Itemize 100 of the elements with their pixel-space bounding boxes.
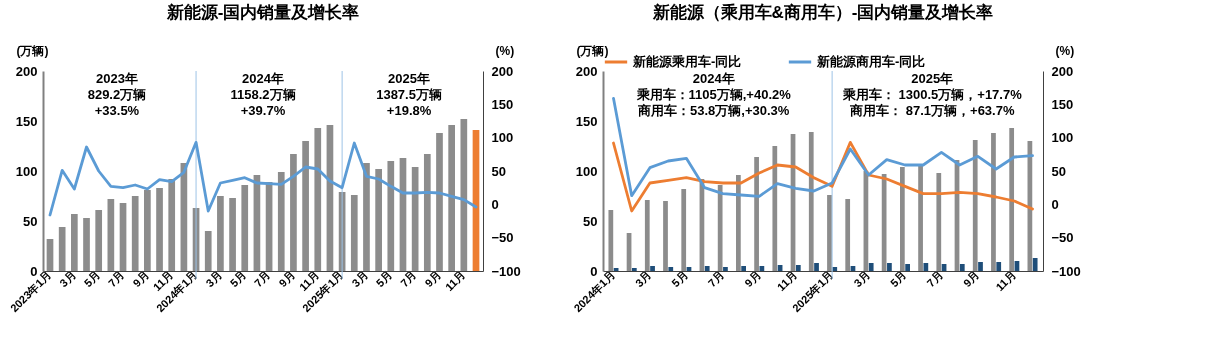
annotation: +39.7% [240, 103, 286, 118]
x-tick-label: 7月 [924, 268, 945, 290]
annotation: +33.5% [94, 103, 140, 118]
y-tick-label: 100 [575, 163, 598, 179]
y2-tick-label: 200 [1051, 63, 1074, 79]
y2-tick-label: 150 [1051, 96, 1074, 112]
bar [650, 266, 655, 271]
line-series [612, 140, 1034, 213]
y-tick-label: 200 [575, 63, 598, 79]
bar [808, 132, 814, 271]
x-tick-label: 9月 [960, 268, 982, 290]
bar [387, 161, 395, 271]
bar [217, 196, 224, 271]
bar [991, 133, 996, 271]
x-tick-label: 5月 [887, 268, 909, 290]
y2-tick-label: 100 [1051, 130, 1074, 146]
x-tick-label: 11月 [774, 268, 800, 294]
x-tick-label: 3月 [632, 268, 654, 290]
bar [131, 196, 139, 271]
x-tick-label: 7月 [705, 268, 727, 290]
bar [290, 154, 297, 271]
bar [375, 169, 382, 271]
legend-label: 新能源商用车-同比 [816, 54, 926, 69]
bar [119, 203, 127, 271]
x-tick-label: 3月 [203, 268, 224, 290]
y2-tick-label: 200 [491, 63, 514, 79]
x-tick-label: 7月 [105, 268, 127, 290]
x-tick-label: 5月 [669, 268, 690, 290]
y2-axis-title: (%) [495, 43, 515, 58]
bar [168, 179, 176, 271]
annotation: 2023年 [95, 71, 138, 86]
bar [959, 264, 965, 271]
y2-tick-label: 150 [491, 96, 514, 112]
bar [95, 210, 103, 271]
bar [923, 263, 929, 271]
x-tick-label: 9月 [742, 268, 763, 290]
bar [845, 199, 851, 271]
bar [663, 201, 668, 271]
bar [899, 167, 905, 271]
bar [668, 267, 674, 271]
chart-title: 新能源-国内销量及增长率 [165, 3, 360, 22]
annotation: 829.2万辆 [87, 87, 147, 102]
bar [881, 174, 887, 271]
y2-axis-title: (%) [1055, 43, 1075, 58]
y2-tick-label: 100 [491, 130, 514, 146]
bar [1032, 258, 1038, 271]
x-tick-label: 5月 [373, 268, 395, 290]
y2-tick-label: 50 [491, 163, 506, 179]
x-tick-label: 7月 [252, 268, 273, 290]
annotation: 乘用车： 1300.5万辆，+17.7% [841, 87, 1023, 102]
bar [978, 262, 983, 271]
bar [229, 198, 236, 271]
bar [704, 266, 710, 271]
bar [723, 267, 728, 271]
x-tick-label: 11月 [993, 268, 1018, 294]
annotation: 2025年 [911, 71, 954, 86]
annotation: 商用车：53.8万辆,+30.3% [637, 103, 790, 118]
bar [70, 214, 78, 271]
bar [868, 263, 874, 271]
y-tick-label: 0 [30, 263, 38, 279]
y2-tick-label: 50 [1051, 163, 1066, 179]
annotation: 2024年 [692, 71, 735, 86]
bar [448, 125, 456, 271]
y2-tick-label: −100 [1051, 263, 1081, 279]
x-tick-label: 7月 [398, 268, 419, 290]
bar [144, 190, 151, 271]
x-tick-label: 9月 [130, 268, 151, 290]
x-tick-label: 5月 [227, 268, 249, 290]
bar [905, 264, 910, 271]
bar [350, 195, 358, 271]
y-axis-title: (万辆) [576, 43, 609, 58]
bar [918, 166, 923, 271]
y-tick-label: 150 [575, 113, 598, 129]
annotation: 2025年 [388, 71, 431, 86]
x-tick-label: 11月 [442, 268, 468, 294]
y2-tick-label: 0 [491, 196, 499, 212]
x-tick-label: 9月 [422, 268, 444, 290]
bar [736, 175, 741, 271]
annotation: 1158.2万辆 [230, 87, 296, 102]
bar [1009, 128, 1015, 271]
y2-tick-label: 0 [1051, 196, 1059, 212]
x-tick-label: 3月 [851, 268, 873, 290]
x-tick-label: 5月 [81, 268, 103, 290]
y-tick-label: 0 [590, 263, 598, 279]
x-tick-label: 3月 [57, 268, 78, 290]
bar [423, 154, 431, 271]
y2-tick-label: −50 [491, 230, 514, 246]
bar [754, 157, 759, 271]
bar [107, 199, 115, 271]
bar [936, 173, 942, 271]
annotation: 2024年 [242, 71, 284, 86]
annotation: +19.8% [386, 103, 432, 118]
y-tick-label: 50 [23, 213, 38, 229]
annotation: 商用车： 87.1万辆，+63.7% [849, 103, 1015, 118]
y-tick-label: 100 [15, 163, 38, 179]
x-tick-label: 3月 [349, 268, 370, 290]
bar [772, 146, 778, 271]
legend-label: 新能源乘用车-同比 [632, 54, 742, 69]
y-axis-title: (万辆) [16, 43, 49, 58]
bar [277, 172, 285, 271]
